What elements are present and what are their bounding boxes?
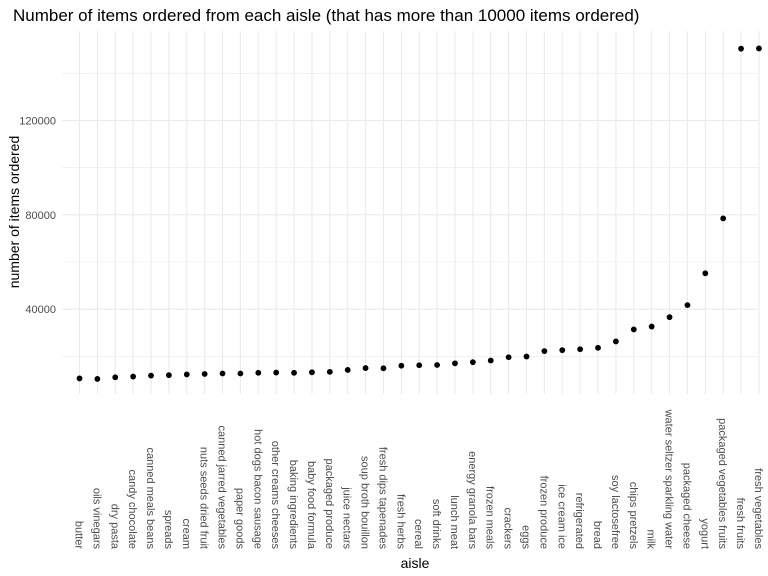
data-point — [613, 338, 619, 345]
data-point — [291, 369, 297, 376]
data-point — [505, 354, 512, 361]
x-axis-ticks: butter oils vinegars dry pasta candy chocol… — [73, 409, 764, 550]
x-tick-label: packaged cheese — [680, 463, 692, 549]
data-point — [183, 371, 190, 378]
data-point — [702, 270, 709, 277]
x-tick-label: other creams cheeses — [269, 441, 281, 550]
data-point — [469, 359, 476, 366]
x-tick-label: water seltzer sparkling water — [663, 409, 675, 550]
data-point — [738, 45, 744, 52]
data-point — [112, 374, 119, 381]
x-tick-label: spreads — [162, 510, 174, 550]
x-tick-label: soup broth bouillon — [359, 456, 371, 549]
x-tick-label: paper goods — [233, 488, 245, 550]
x-tick-label: cereal — [412, 519, 424, 549]
x-tick-label: lunch meat — [448, 495, 460, 549]
x-tick-label: canned meals beans — [144, 447, 156, 549]
x-tick-label: hot dogs bacon sausage — [251, 429, 263, 549]
data-point — [148, 372, 154, 379]
data-point — [255, 369, 262, 376]
x-tick-label: milk — [645, 529, 657, 549]
data-point — [523, 353, 530, 360]
data-point — [416, 362, 423, 369]
x-tick-label: soy lactosefree — [609, 475, 621, 549]
data-point — [201, 371, 208, 377]
x-tick-label: canned jarred vegetables — [216, 425, 228, 549]
data-point — [541, 348, 548, 354]
data-point — [362, 365, 369, 371]
data-point — [273, 369, 280, 376]
x-tick-label: baby food formula — [305, 461, 317, 550]
data-point — [219, 370, 226, 377]
data-point — [76, 375, 83, 382]
x-tick-label: nuts seeds dried fruit — [198, 447, 210, 549]
data-point — [720, 215, 727, 222]
x-tick-label: candy chocolate — [126, 470, 138, 550]
x-tick-label: soft drinks — [430, 499, 442, 550]
x-tick-label: dry pasta — [108, 504, 120, 550]
data-point — [380, 365, 387, 372]
x-tick-label: refrigerated — [573, 493, 585, 549]
x-tick-label: cream — [180, 518, 192, 549]
data-point — [94, 376, 101, 382]
x-tick-label: frozen meals — [484, 486, 496, 549]
data-point — [309, 369, 315, 376]
data-point — [237, 370, 244, 377]
data-point — [648, 323, 655, 330]
data-point — [398, 362, 405, 369]
x-tick-label: bread — [591, 521, 603, 549]
x-tick-label: juice nectars — [341, 486, 353, 549]
x-tick-label: crackers — [502, 507, 514, 549]
x-tick-label: frozen produce — [537, 476, 549, 549]
data-point — [487, 357, 494, 364]
x-tick-label: fresh vegetables — [752, 468, 764, 549]
y-tick-label: 80000 — [25, 210, 56, 222]
data-point — [559, 347, 566, 354]
chart-title: Number of items ordered from each aisle … — [13, 6, 639, 25]
data-point — [344, 367, 351, 373]
y-axis-ticks: 40000 80000 120000 — [19, 116, 56, 317]
x-tick-label: baking ingredients — [287, 460, 299, 550]
y-axis-title: number of items ordered — [6, 136, 22, 289]
x-tick-label: packaged vegetables fruits — [716, 418, 728, 549]
data-point — [666, 314, 673, 321]
x-tick-label: energy granola bars — [466, 451, 478, 549]
data-points — [76, 45, 762, 382]
x-tick-label: chips pretzels — [627, 482, 639, 550]
x-tick-label: butter — [73, 521, 85, 549]
x-tick-label: fresh dips tapenades — [376, 447, 388, 550]
data-point — [595, 344, 601, 351]
data-point — [577, 346, 584, 353]
y-tick-label: 120000 — [19, 116, 56, 128]
grid-lines — [62, 31, 760, 394]
x-tick-label: fresh fruits — [734, 498, 746, 550]
data-point — [326, 368, 333, 375]
x-tick-label: ice cream ice — [555, 484, 567, 549]
y-tick-label: 40000 — [25, 304, 56, 316]
x-axis-title: aisle — [401, 555, 430, 571]
x-tick-label: packaged produce — [323, 458, 335, 549]
data-point — [166, 372, 172, 379]
x-tick-label: oils vinegars — [90, 488, 102, 550]
data-point — [452, 360, 458, 367]
x-tick-label: eggs — [520, 525, 532, 549]
data-point — [756, 45, 762, 52]
x-tick-label: yogurt — [698, 518, 710, 549]
data-point — [130, 373, 137, 380]
data-point — [630, 326, 637, 333]
data-point — [434, 362, 440, 368]
data-point — [684, 302, 691, 309]
x-tick-label: fresh herbs — [394, 494, 406, 550]
